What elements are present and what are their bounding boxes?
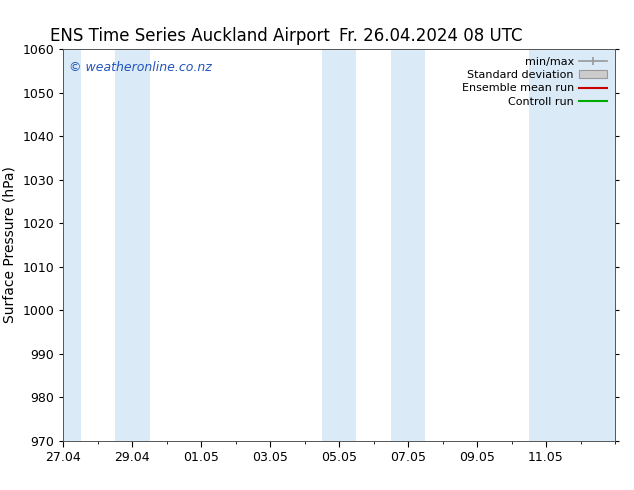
Bar	[391, 49, 425, 441]
Bar	[529, 49, 615, 441]
Bar	[46, 49, 81, 441]
Y-axis label: Surface Pressure (hPa): Surface Pressure (hPa)	[3, 167, 17, 323]
Text: ENS Time Series Auckland Airport: ENS Time Series Auckland Airport	[50, 27, 330, 45]
Text: © weatheronline.co.nz: © weatheronline.co.nz	[69, 61, 212, 74]
Text: Fr. 26.04.2024 08 UTC: Fr. 26.04.2024 08 UTC	[339, 27, 523, 45]
Bar	[322, 49, 356, 441]
Legend: min/max, Standard deviation, Ensemble mean run, Controll run: min/max, Standard deviation, Ensemble me…	[457, 52, 612, 111]
Bar	[115, 49, 150, 441]
